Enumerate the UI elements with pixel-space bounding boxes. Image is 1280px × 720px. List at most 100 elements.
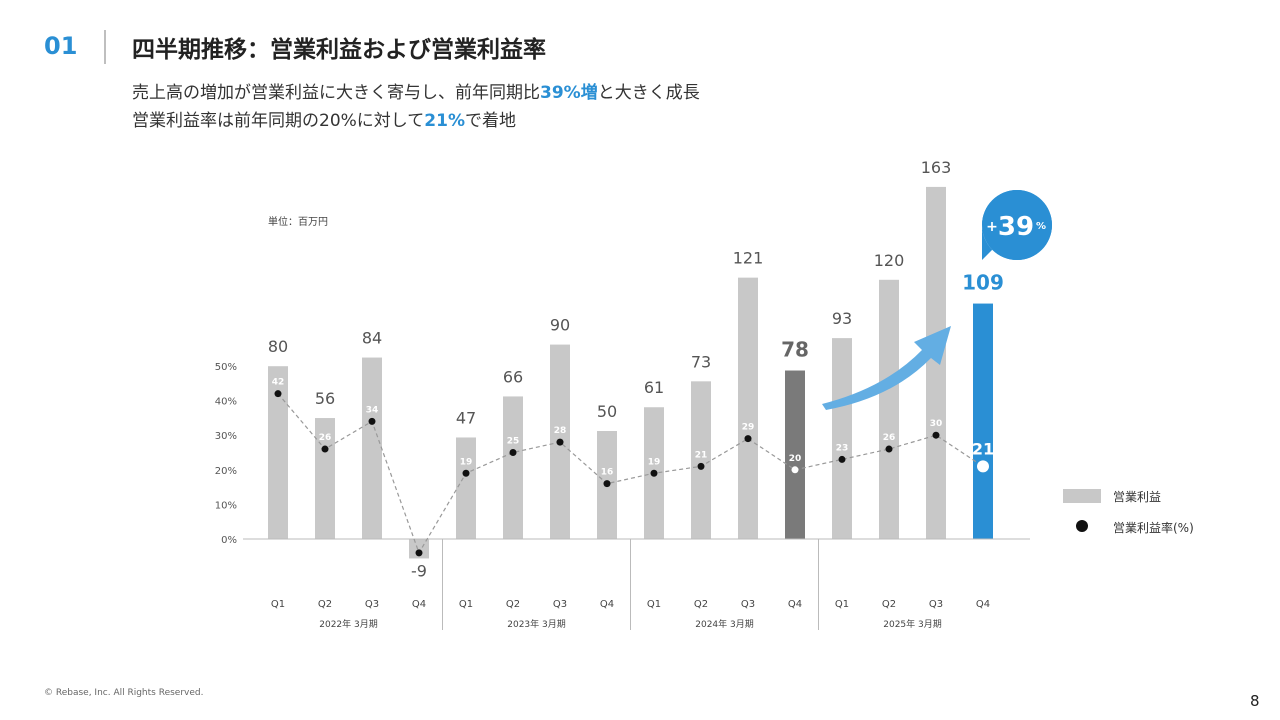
bar [926, 186, 946, 540]
bar-value-label: 66 [503, 367, 523, 386]
rate-line [277, 393, 984, 555]
quarter-label: Q1 [459, 599, 473, 610]
rate-value-label: 34 [366, 405, 379, 415]
bar-value-label: 80 [268, 337, 288, 356]
rate-point [744, 435, 752, 443]
growth-badge-value: 39 [998, 212, 1034, 242]
rate-point [885, 445, 893, 453]
bar-value-label: 50 [597, 402, 617, 421]
bar [503, 396, 523, 539]
bar-value-label: 90 [550, 316, 570, 335]
rate-point [556, 438, 564, 446]
rate-point [932, 431, 940, 439]
rate-value-label: 25 [507, 437, 520, 447]
bar-value-label: 56 [315, 389, 335, 408]
subtitle-line-2: 営業利益率は前年同期の20%に対して21%で着地 [132, 106, 516, 131]
rate-value-label: 19 [460, 457, 473, 467]
bar-value-label: 84 [362, 329, 382, 348]
bar-value-label: 47 [456, 408, 476, 427]
bar [268, 366, 288, 539]
quarter-label: Q3 [553, 599, 567, 610]
bar-value-label: 120 [874, 251, 905, 270]
bar [409, 539, 429, 559]
rate-point [697, 462, 705, 470]
unit-label: 単位：百万円 [268, 217, 328, 228]
fiscal-year-label: 2024年 3月期 [695, 618, 754, 630]
quarter-label: Q2 [694, 599, 708, 610]
subtitle-1-text: 売上高の増加が営業利益に大きく寄与し、前年同期比 [132, 83, 540, 103]
rate-value-label: 21 [972, 439, 994, 458]
quarter-label: Q4 [600, 599, 614, 610]
rate-point [838, 455, 846, 463]
legend-bar-swatch [1063, 489, 1101, 503]
rate-value-label: 30 [930, 419, 943, 429]
bar [973, 303, 993, 539]
rate-value-label: 26 [319, 433, 332, 443]
rate-value-label: 26 [883, 433, 896, 443]
rate-point [650, 469, 658, 477]
rate-point [462, 469, 470, 477]
axis-tick-label: 10% [215, 500, 237, 511]
rate-point [274, 390, 282, 398]
subtitle-2-tail: で着地 [464, 111, 516, 131]
growth-badge-circle [982, 190, 1052, 260]
rate-point [791, 466, 799, 474]
rate-value-label: 19 [648, 457, 661, 467]
rate-point [368, 417, 376, 425]
title-divider [104, 30, 106, 64]
bar [691, 381, 711, 539]
rate-value-label: 28 [554, 426, 567, 436]
rate-point [509, 449, 517, 456]
subtitle-2-highlight: 21% [424, 111, 465, 131]
bar [456, 437, 476, 539]
quarter-label: Q4 [976, 599, 990, 610]
legend-dot-swatch [1076, 520, 1088, 532]
fiscal-year-label: 2023年 3月期 [507, 618, 566, 630]
bar [879, 279, 899, 539]
bar-value-label: 93 [832, 309, 852, 328]
bar-value-label: 109 [962, 271, 1004, 295]
subtitle-1-highlight: 39%増 [540, 83, 598, 103]
bar [832, 338, 852, 539]
bar-value-label: -9 [411, 561, 427, 580]
quarter-label: Q3 [741, 599, 755, 610]
rate-value-label: 42 [272, 378, 285, 388]
rate-point [415, 549, 423, 557]
quarter-label: Q1 [271, 599, 285, 610]
growth-badge-unit: % [1036, 221, 1046, 232]
axis-tick-label: 20% [215, 466, 237, 477]
rate-value-label: 29 [742, 423, 755, 433]
axis-tick-label: 40% [215, 397, 237, 408]
bar [362, 357, 382, 539]
fiscal-year-label: 2025年 3月期 [883, 618, 942, 630]
growth-badge-sign: + [986, 219, 998, 235]
quarter-label: Q2 [318, 599, 332, 610]
bar-value-label: 163 [921, 158, 952, 177]
quarter-label: Q1 [647, 599, 661, 610]
section-number: 01 [44, 32, 78, 60]
subtitle-2-text: 営業利益率は前年同期の20%に対して [132, 111, 425, 131]
copyright: © Rebase, Inc. All Rights Reserved. [44, 688, 204, 698]
subtitle-line-1: 売上高の増加が営業利益に大きく寄与し、前年同期比39%増と大きく成長 [132, 78, 700, 103]
quarter-label: Q2 [506, 599, 520, 610]
quarter-label: Q3 [365, 599, 379, 610]
quarter-label: Q4 [788, 599, 802, 610]
subtitle-1-tail: と大きく成長 [597, 83, 700, 103]
bar [315, 418, 335, 539]
quarter-label: Q2 [882, 599, 896, 610]
legend-dot-label: 営業利益率(%) [1113, 521, 1194, 535]
axis-tick-label: 30% [215, 431, 237, 442]
axis-tick-label: 0% [221, 535, 237, 546]
rate-value-label: 23 [836, 443, 849, 453]
bar-value-label: 121 [733, 249, 764, 268]
bar [738, 277, 758, 539]
page-title: 四半期推移：営業利益および営業利益率 [132, 37, 546, 63]
rate-value-label: 16 [601, 468, 614, 478]
rate-point [603, 480, 611, 488]
bar-value-label: 73 [691, 352, 711, 371]
rate-point [321, 445, 329, 453]
quarter-label: Q1 [835, 599, 849, 610]
quarter-label: Q3 [929, 599, 943, 610]
legend-bar-label: 営業利益 [1113, 490, 1162, 504]
